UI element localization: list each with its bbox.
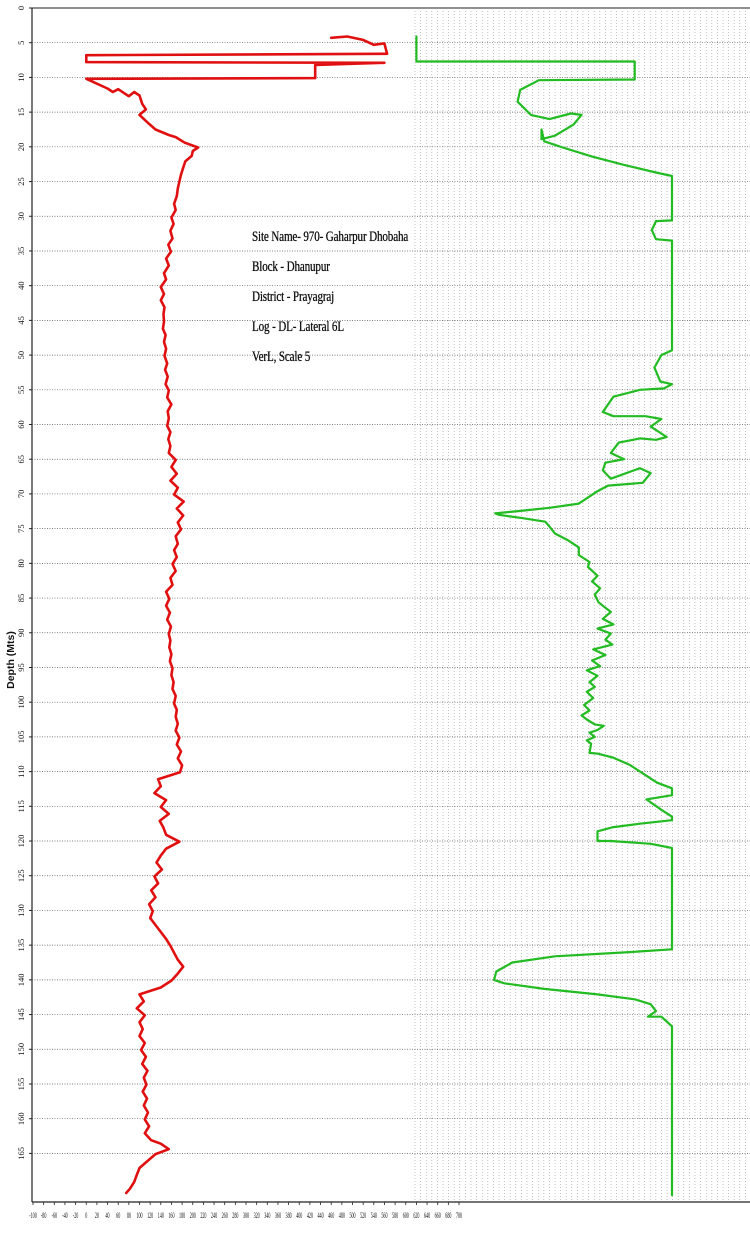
x-tick-label: 460 xyxy=(328,1212,335,1221)
y-tick-label: 110 xyxy=(16,765,26,777)
x-tick-label: 360 xyxy=(275,1212,282,1221)
y-tick-label: 140 xyxy=(16,973,26,986)
y-tick-label: 15 xyxy=(16,108,26,117)
site-name-text: Site Name- 970- Gaharpur Dhobaha xyxy=(252,229,409,245)
x-tick-label: -100 xyxy=(29,1212,37,1221)
x-tick-label: 560 xyxy=(381,1212,388,1221)
resistivity-curve xyxy=(85,35,389,1195)
x-tick-label: 260 xyxy=(222,1212,229,1221)
grid xyxy=(29,7,750,1205)
x-tick-labels: -100 -80 -60 -40 -20 0 20 40 60 80 100 120 140 160 180… xyxy=(29,1212,462,1221)
x-tick-label: 80 xyxy=(127,1212,131,1221)
x-tick-label: 160 xyxy=(168,1212,175,1221)
y-tick-label: 120 xyxy=(16,835,26,848)
x-tick-label: 580 xyxy=(392,1212,399,1221)
y-tick-label: 115 xyxy=(16,800,26,812)
x-tick-label: 140 xyxy=(158,1212,165,1221)
y-tick-label: 135 xyxy=(16,939,26,952)
x-tick-label: 660 xyxy=(435,1212,442,1221)
sp-curve xyxy=(415,35,674,1197)
y-tick-label: 40 xyxy=(16,281,26,290)
series-layer xyxy=(85,35,674,1197)
x-tick-label: 220 xyxy=(200,1212,207,1221)
x-tick-label: 520 xyxy=(360,1212,367,1221)
y-tick-label: 60 xyxy=(16,420,26,429)
x-tick-label: 40 xyxy=(106,1212,110,1221)
x-tick-label: 100 xyxy=(136,1212,143,1221)
x-tick-label: 180 xyxy=(179,1212,186,1221)
x-tick-label: -60 xyxy=(52,1212,58,1221)
x-tick-label: 440 xyxy=(317,1212,324,1221)
x-tick-label: 60 xyxy=(116,1212,120,1221)
x-tick-label: 320 xyxy=(254,1212,261,1221)
x-tick-label: 120 xyxy=(147,1212,154,1221)
x-tick-label: 380 xyxy=(286,1212,293,1221)
x-tick-label: 700 xyxy=(456,1212,463,1221)
y-tick-label: 95 xyxy=(16,663,26,672)
x-tick-label: 640 xyxy=(424,1212,431,1221)
y-tick-label: 50 xyxy=(16,351,26,360)
x-tick-label: 200 xyxy=(190,1212,197,1221)
y-tick-label: 150 xyxy=(16,1043,26,1056)
log-type-text: Log - DL- Lateral 6L xyxy=(252,319,344,335)
y-tick-label: 65 xyxy=(16,455,26,464)
y-tick-label: 145 xyxy=(16,1008,26,1021)
x-tick-label: 540 xyxy=(371,1212,378,1221)
x-tick-label: 300 xyxy=(243,1212,250,1221)
y-tick-label: 55 xyxy=(16,386,26,395)
y-tick-label: 155 xyxy=(16,1078,26,1091)
x-tick-label: 400 xyxy=(296,1212,303,1221)
x-tick-label: 0 xyxy=(85,1212,87,1221)
x-tick-label: -40 xyxy=(62,1212,68,1221)
y-tick-label: 70 xyxy=(16,490,26,499)
x-tick-label: 280 xyxy=(232,1212,239,1221)
y-tick-label: 10 xyxy=(16,73,26,82)
x-tick-label: 600 xyxy=(403,1212,410,1221)
y-tick-label: 0 xyxy=(16,6,26,10)
block-text: Block - Dhanupur xyxy=(252,259,330,275)
x-tick-label: 20 xyxy=(95,1212,99,1221)
y-tick-label: 25 xyxy=(16,177,26,186)
scale-text: VerL, Scale 5 xyxy=(252,349,311,365)
y-axis-title: Depth (Mts) xyxy=(5,631,17,689)
y-tick-labels: 0 5 10 15 20 25 30 35 40 45 50 55 60 65 70 75 80 85 90 95 10… xyxy=(16,6,26,1160)
y-tick-label: 130 xyxy=(16,904,26,917)
x-tick-label: 620 xyxy=(413,1212,420,1221)
x-tick-label: 240 xyxy=(211,1212,218,1221)
x-tick-label: 500 xyxy=(349,1212,356,1221)
y-tick-label: 75 xyxy=(16,524,26,533)
y-tick-label: 100 xyxy=(16,696,26,709)
y-tick-label: 160 xyxy=(16,1112,26,1125)
y-tick-label: 90 xyxy=(16,629,26,638)
y-tick-label: 105 xyxy=(16,731,26,744)
y-tick-label: 35 xyxy=(16,247,26,256)
y-tick-label: 45 xyxy=(16,316,26,325)
y-tick-label: 20 xyxy=(16,143,26,152)
y-tick-label: 30 xyxy=(16,212,26,221)
y-tick-label: 80 xyxy=(16,559,26,568)
x-tick-label: 680 xyxy=(445,1212,452,1221)
x-tick-label: 420 xyxy=(307,1212,314,1221)
x-tick-label: 340 xyxy=(264,1212,271,1221)
y-tick-label: 125 xyxy=(16,869,26,882)
y-tick-label: 85 xyxy=(16,594,26,603)
y-tick-label: 165 xyxy=(16,1147,26,1160)
district-text: District - Prayagraj xyxy=(252,289,335,305)
y-tick-label: 5 xyxy=(16,41,26,45)
x-tick-label: 480 xyxy=(339,1212,346,1221)
x-tick-label: -80 xyxy=(41,1212,47,1221)
x-tick-label: -20 xyxy=(73,1212,79,1221)
site-info-box: Site Name- 970- Gaharpur Dhobaha Block -… xyxy=(252,222,463,372)
